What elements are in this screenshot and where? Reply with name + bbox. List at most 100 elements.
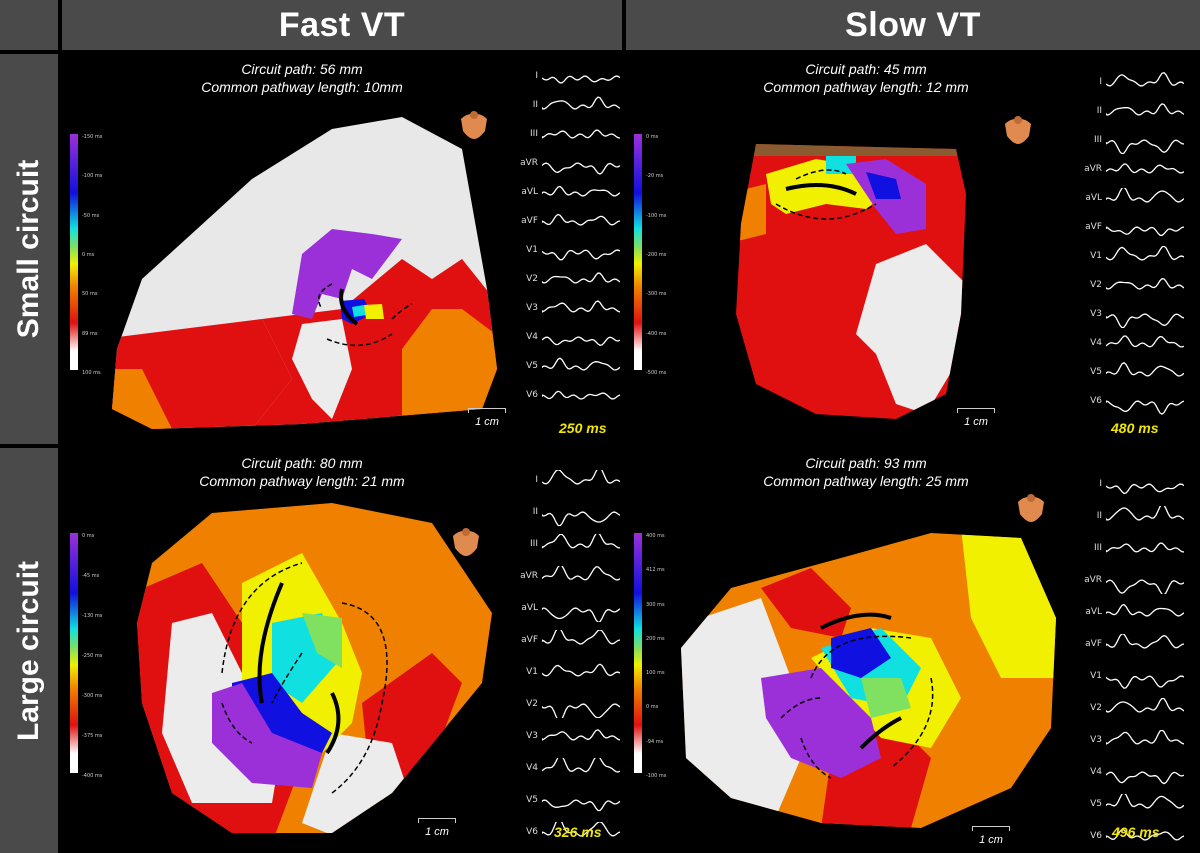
ecg-lead-v4: V4 xyxy=(1066,333,1186,355)
ecg-lead-label: V1 xyxy=(1090,251,1102,261)
colorbar-tick-label: -250 ms xyxy=(82,653,103,659)
ecg-lead-label: V4 xyxy=(1090,767,1102,777)
ecg-lead-label: III xyxy=(530,129,538,139)
activation-map xyxy=(137,503,492,833)
ecg-lead-label: V2 xyxy=(1090,703,1102,713)
ecg-lead-i: I xyxy=(1066,72,1186,94)
panel-slow-large: Circuit path: 93 mm Common pathway lengt… xyxy=(626,448,1200,853)
colorbar-tick-label: -150 ms xyxy=(82,134,103,140)
panel-slow-small: Circuit path: 45 mm Common pathway lengt… xyxy=(626,54,1200,444)
ecg-lead-label: V5 xyxy=(1090,367,1102,377)
torso-orientation-icon xyxy=(457,109,491,145)
ecg-lead-v4: V4 xyxy=(502,758,622,780)
colorbar-tick-label: -94 ms xyxy=(646,738,664,745)
ecg-lead-label: II xyxy=(532,507,538,517)
ecg-lead-v4: V4 xyxy=(1066,762,1186,785)
ecg-lead-v1: V1 xyxy=(1066,666,1186,689)
cycle-length: 480 ms xyxy=(1111,420,1159,436)
ecg-lead-v5: V5 xyxy=(1066,794,1186,816)
ecg-lead-label: V6 xyxy=(1090,831,1102,841)
ecg-lead-label: aVL xyxy=(1085,193,1102,203)
ecg-lead-label: V3 xyxy=(1090,735,1102,745)
ecg-lead-v3: V3 xyxy=(1066,304,1186,328)
ecg-lead-avl: aVL xyxy=(1066,188,1186,210)
ecg-lead-label: V1 xyxy=(1090,671,1102,681)
ecg-lead-iii: III xyxy=(502,124,622,146)
colorbar-ticks: 0 ms -45 ms -130 ms -250 ms -300 ms -375 ms -4… xyxy=(82,533,122,779)
column-label: Fast VT xyxy=(278,5,406,44)
colorbar: -150 ms -100 ms -50 ms 0 ms 50 ms 89 ms 100 ms xyxy=(70,134,102,376)
ecg-lead-ii: II xyxy=(502,502,622,526)
colorbar-tick-label: 0 ms xyxy=(82,252,95,258)
colorbar-tick-label: -50 ms xyxy=(82,212,100,219)
ecg-lead-label: V2 xyxy=(526,274,538,284)
ecg-lead-v2: V2 xyxy=(502,694,622,718)
ecg-lead-label: I xyxy=(1099,77,1102,87)
colorbar-tick-label: -200 ms xyxy=(646,252,667,258)
ecg-lead-v2: V2 xyxy=(502,269,622,291)
ecg-lead-label: III xyxy=(1094,135,1102,145)
ecg-lead-v2: V2 xyxy=(1066,698,1186,720)
ecg-lead-label: V6 xyxy=(526,827,538,837)
colorbar-tick-label: 89 ms xyxy=(82,330,98,337)
ecg-lead-label: aVF xyxy=(521,635,538,645)
colorbar-tick-label: -100 ms xyxy=(82,173,103,180)
ecg-lead-avl: aVL xyxy=(502,182,622,204)
ecg-lead-avf: aVF xyxy=(1066,634,1186,656)
cycle-length: 250 ms xyxy=(559,420,607,436)
ecg-lead-label: V5 xyxy=(526,361,538,371)
ecg-lead-label: aVL xyxy=(521,187,538,197)
ecg-lead-label: V3 xyxy=(526,731,538,741)
ecg-lead-ii: II xyxy=(502,95,622,117)
ecg-lead-label: V5 xyxy=(526,795,538,805)
ecg-lead-label: aVL xyxy=(1085,607,1102,617)
colorbar-tick-label: -400 ms xyxy=(646,330,667,337)
colorbar-tick-label: 0 ms xyxy=(646,704,659,711)
ecg-lead-avf: aVF xyxy=(1066,217,1186,239)
ecg-lead-avl: aVL xyxy=(502,598,622,622)
common-pathway-label: Common pathway length: 12 mm xyxy=(763,79,969,95)
activation-map xyxy=(736,144,966,419)
ecg-lead-v6: V6 xyxy=(502,822,622,844)
panel-fast-large: Circuit path: 80 mm Common pathway lengt… xyxy=(62,448,622,853)
colorbar-tick-label: 0 ms xyxy=(646,134,659,140)
ecg-lead-v4: V4 xyxy=(502,327,622,349)
ecg-lead-label: V1 xyxy=(526,667,538,677)
ecg-lead-label: II xyxy=(532,100,538,110)
ecg-lead-label: V3 xyxy=(526,303,538,313)
row-header-small-circuit: Small circuit xyxy=(0,54,58,444)
colorbar: 400 ms 412 ms 300 ms 200 ms 100 ms 0 ms -94 ms… xyxy=(634,533,666,779)
ecg-lead-ii: II xyxy=(1066,101,1186,123)
colorbar-tick-label: 100 ms xyxy=(646,670,665,677)
cycle-length: 326 ms xyxy=(554,824,602,840)
colorbar-tick-label: -300 ms xyxy=(82,692,103,699)
ecg-lead-v3: V3 xyxy=(502,298,622,320)
row-label: Small circuit xyxy=(12,159,45,339)
colorbar-tick-label: 50 ms xyxy=(82,291,98,298)
ecg-lead-v1: V1 xyxy=(502,240,622,262)
ecg-lead-v5: V5 xyxy=(1066,362,1186,384)
ecg-lead-label: II xyxy=(1096,106,1102,116)
scale-bar: 1 cm xyxy=(412,818,462,838)
colorbar-tick-label: -100 ms xyxy=(646,212,667,219)
common-pathway-label: Common pathway length: 25 mm xyxy=(763,473,969,489)
colorbar: 0 ms -20 ms -100 ms -200 ms -300 ms -400 ms -5… xyxy=(634,134,666,376)
circuit-path-label: Circuit path: 45 mm xyxy=(805,61,927,77)
ecg-lead-label: V2 xyxy=(526,699,538,709)
scale-bar: 1 cm xyxy=(966,826,1016,846)
circuit-path-label: Circuit path: 80 mm xyxy=(241,455,363,471)
ecg-lead-label: aVR xyxy=(1084,164,1102,174)
circuit-path-label: Circuit path: 56 mm xyxy=(241,61,363,77)
ecg-lead-iii: III xyxy=(1066,130,1186,154)
common-pathway-label: Common pathway length: 10mm xyxy=(201,79,403,95)
ecg-lead-avr: aVR xyxy=(1066,570,1186,594)
scale-bar: 1 cm xyxy=(951,408,1001,428)
ecg-lead-label: aVF xyxy=(1085,222,1102,232)
colorbar-tick-label: 400 ms xyxy=(646,533,665,539)
ecg-lead-v6: V6 xyxy=(1066,391,1186,415)
ecg-lead-label: V2 xyxy=(1090,280,1102,290)
colorbar-tick-label: 412 ms xyxy=(646,567,665,574)
ecg-lead-label: V4 xyxy=(1090,338,1102,348)
colorbar-tick-label: -375 ms xyxy=(82,733,103,739)
scale-bar: 1 cm xyxy=(462,408,512,428)
